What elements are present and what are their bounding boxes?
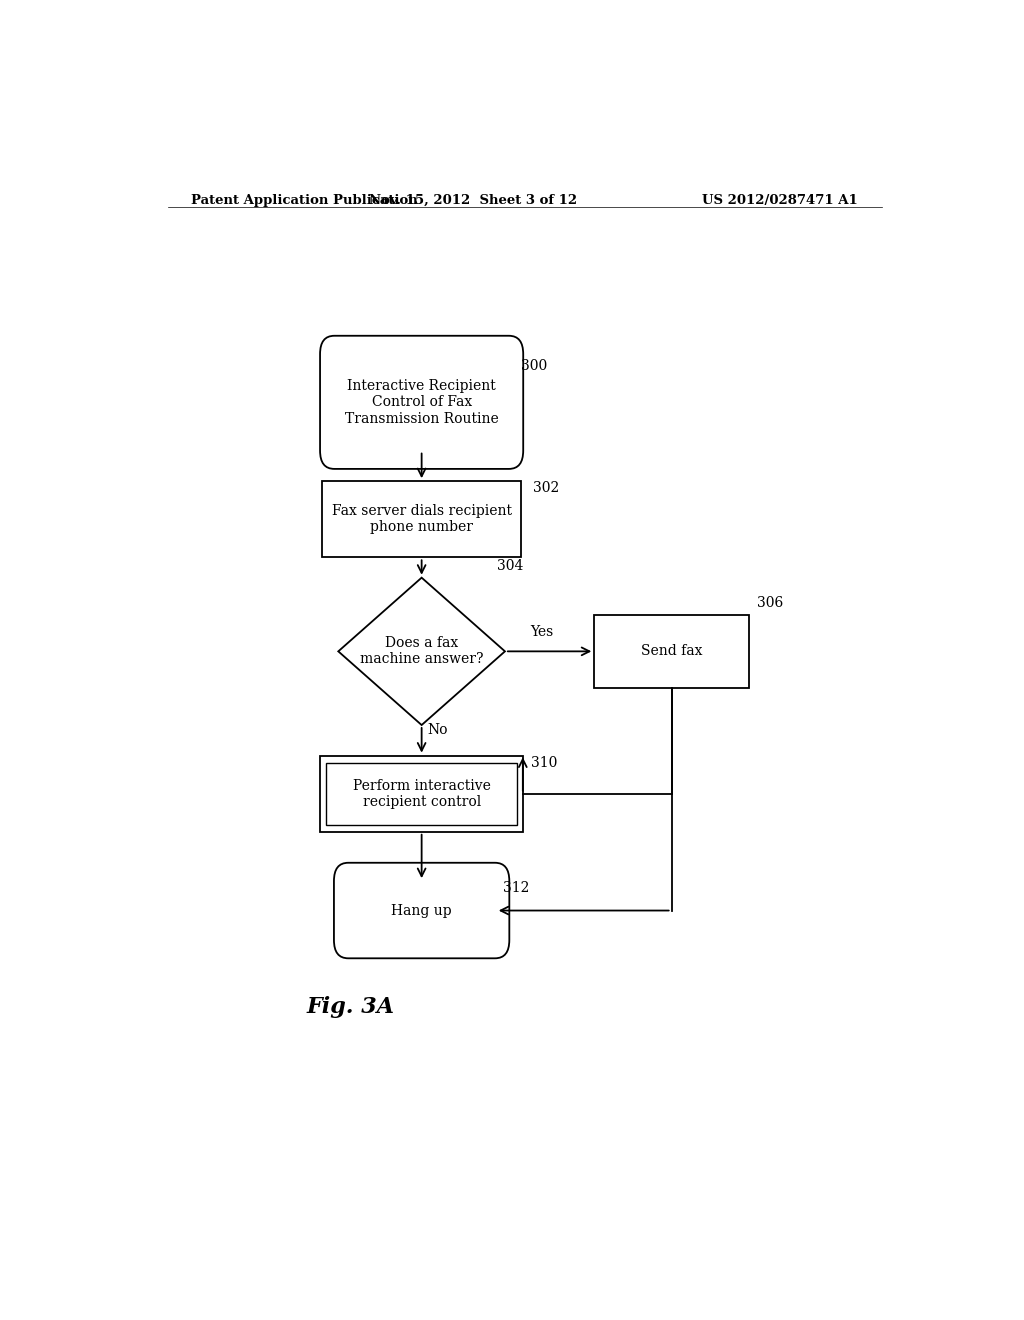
Bar (321, 755, 523, 832)
Text: 300: 300 (521, 359, 547, 374)
Bar (326, 763, 517, 825)
Text: US 2012/0287471 A1: US 2012/0287471 A1 (702, 194, 858, 207)
Text: 310: 310 (530, 755, 557, 770)
Text: Interactive Recipient
Control of Fax
Transmission Routine: Interactive Recipient Control of Fax Tra… (345, 379, 499, 425)
Text: 302: 302 (532, 480, 559, 495)
Bar (594, 615, 749, 688)
Text: 312: 312 (503, 880, 529, 895)
Text: Nov. 15, 2012  Sheet 3 of 12: Nov. 15, 2012 Sheet 3 of 12 (370, 194, 578, 207)
FancyBboxPatch shape (334, 863, 509, 958)
Bar (323, 480, 521, 557)
Text: Hang up: Hang up (391, 903, 452, 917)
Text: Patent Application Publication: Patent Application Publication (191, 194, 418, 207)
Text: No: No (427, 723, 447, 737)
Text: Send fax: Send fax (641, 644, 702, 659)
Text: 306: 306 (757, 595, 783, 610)
Text: Yes: Yes (530, 626, 553, 639)
Text: Does a fax
machine answer?: Does a fax machine answer? (359, 636, 483, 667)
Text: 304: 304 (497, 558, 523, 573)
Text: Fax server dials recipient
phone number: Fax server dials recipient phone number (332, 504, 512, 535)
Polygon shape (338, 578, 505, 725)
Text: Perform interactive
recipient control: Perform interactive recipient control (352, 779, 490, 809)
FancyBboxPatch shape (321, 335, 523, 469)
Text: Fig. 3A: Fig. 3A (306, 997, 394, 1018)
